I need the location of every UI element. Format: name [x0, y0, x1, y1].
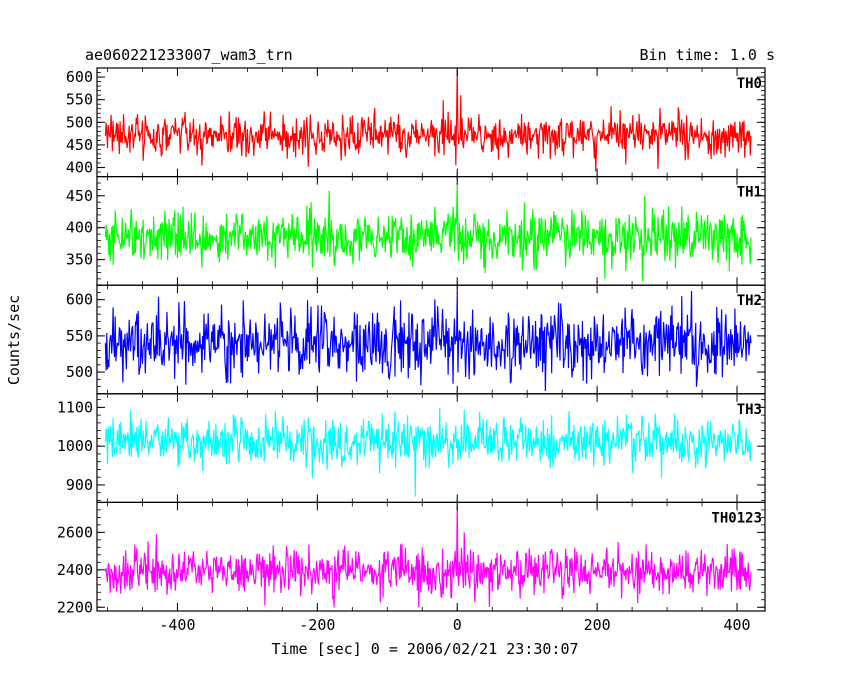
- x-tick-label: 0: [453, 616, 462, 634]
- series-line-th0123: [104, 506, 752, 608]
- y-tick-label: 2400: [57, 561, 93, 579]
- y-tick-label: 1000: [57, 437, 93, 455]
- y-tick-label: 550: [66, 91, 93, 109]
- y-tick-label: 450: [66, 187, 93, 205]
- y-tick-label: 350: [66, 251, 93, 269]
- y-tick-label: 500: [66, 363, 93, 381]
- y-tick-label: 600: [66, 291, 93, 309]
- x-axis-label: Time [sec] 0 = 2006/02/21 23:30:07: [271, 640, 578, 658]
- chart-title: ae060221233007_wam3_trn: [85, 46, 293, 64]
- x-tick-label: -400: [159, 616, 195, 634]
- series-line-th2: [104, 290, 752, 392]
- panel-label-th2: TH2: [737, 293, 762, 309]
- series-line-th0: [104, 70, 752, 172]
- x-tick-label: 200: [584, 616, 611, 634]
- panel-frame-th0123: [96, 501, 766, 612]
- y-tick-label: 2600: [57, 523, 93, 541]
- y-tick-label: 1100: [57, 398, 93, 416]
- x-tick-label: 400: [723, 616, 750, 634]
- y-tick-label: 450: [66, 136, 93, 154]
- y-tick-label: 900: [66, 476, 93, 494]
- panel-label-th0123: TH0123: [711, 510, 762, 526]
- panel-label-th0: TH0: [737, 76, 762, 92]
- y-tick-label: 400: [66, 159, 93, 177]
- series-line-th1: [104, 182, 752, 282]
- series-line-th3: [104, 407, 752, 497]
- panel-label-th3: TH3: [737, 402, 762, 418]
- y-tick-label: 600: [66, 68, 93, 86]
- y-tick-label: 2200: [57, 598, 93, 616]
- panel-label-th1: TH1: [737, 185, 762, 201]
- y-tick-label: 500: [66, 113, 93, 131]
- bin-time-label: Bin time: 1.0 s: [640, 46, 775, 64]
- y-axis-label: Counts/sec: [5, 295, 23, 385]
- y-tick-label: 550: [66, 327, 93, 345]
- x-tick-label: -200: [299, 616, 335, 634]
- plot-layer: 400 450 500 550 600 TH0 350 400 450 TH1 500 550 600 T…: [57, 67, 766, 634]
- y-tick-label: 400: [66, 219, 93, 237]
